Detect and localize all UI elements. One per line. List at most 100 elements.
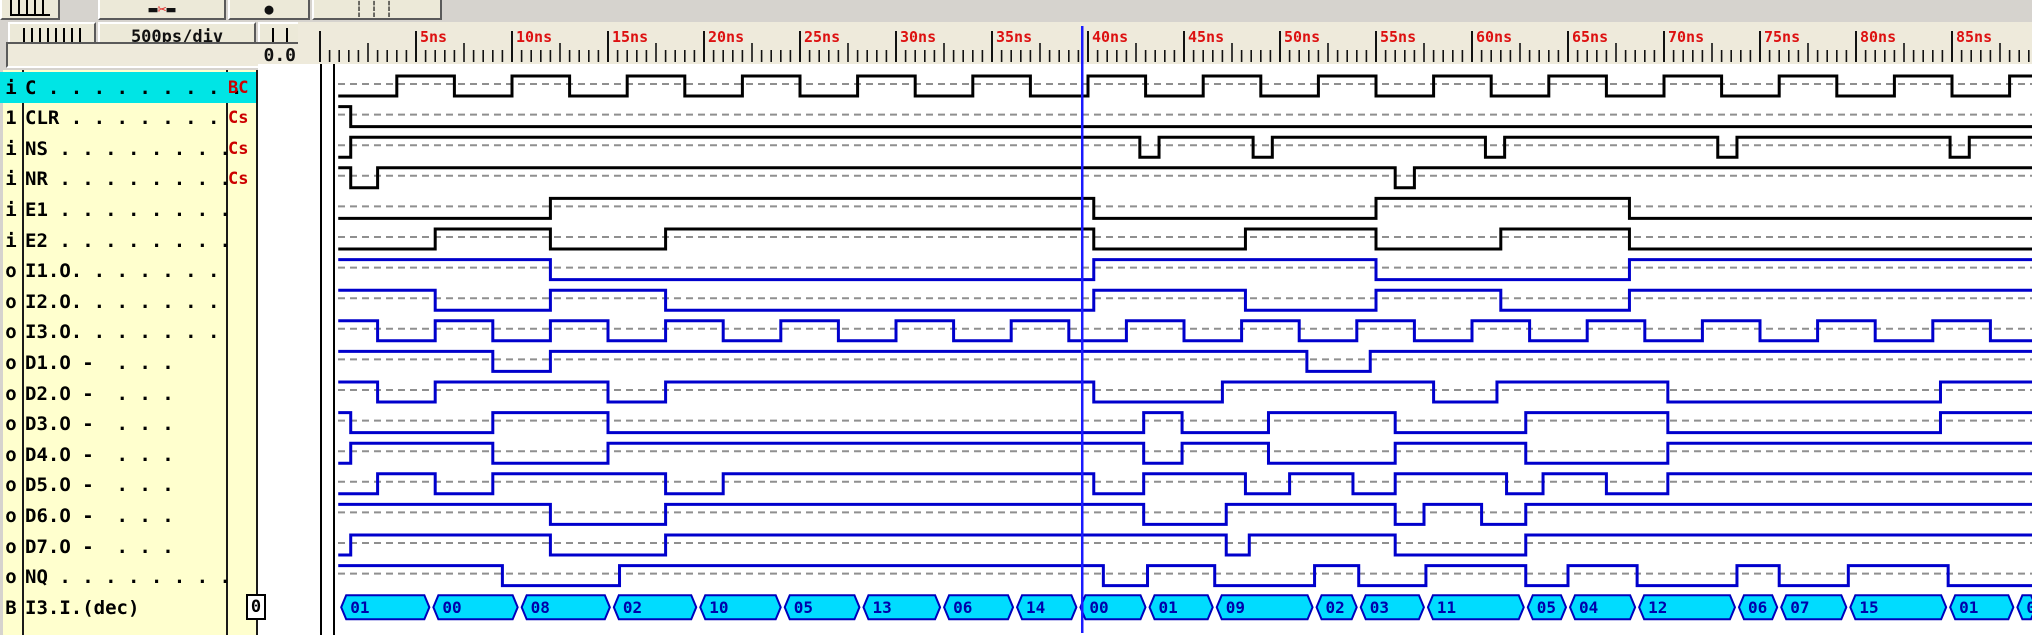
signal-row-label-i1[interactable]: o I1.O. . . . . . . (0, 256, 256, 287)
bus-segment-value: 06 (1748, 598, 1767, 617)
ruler-label: 65ns (1572, 28, 1608, 46)
signal-type-prefix: i (5, 229, 17, 252)
bus-value-segment (862, 594, 942, 621)
signal-name: E2 . . . . . . . . (25, 229, 231, 252)
ruler-label: 45ns (1188, 28, 1224, 46)
signal-row-label-d3[interactable]: o D3.O - . . . (0, 409, 256, 440)
bus-name: I3.I.(dec) (25, 596, 140, 619)
bus-row-label[interactable]: B I3.I.(dec) (0, 592, 256, 623)
bus-segment-value: 11 (1437, 598, 1456, 617)
top-toolbar-fragment: ▬ ✂ ▬ ● ┆┆┆ (0, 0, 2032, 21)
signal-row-label-ns[interactable]: i NS . . . . . . . . Cs (0, 133, 256, 164)
ruler-label: 70ns (1668, 28, 1704, 46)
signal-type-prefix: o (5, 382, 17, 405)
signal-name: I1.O. . . . . . . (25, 260, 220, 283)
signal-name: NS . . . . . . . . (25, 137, 231, 160)
waveform-trace (338, 227, 2032, 251)
scissors-red-icon[interactable]: ▬ ✂ ▬ (98, 0, 226, 20)
bus-segment-value: 01 (1959, 598, 1978, 617)
waveform-trace (338, 380, 2032, 404)
signal-value-letters: Cs (228, 108, 249, 129)
bus-value-segment (1780, 594, 1848, 621)
prefix-column-divider (22, 70, 24, 635)
waveform-trace (338, 258, 2032, 282)
signal-type-prefix: o (5, 504, 17, 527)
bus-segment-value: 04 (1579, 598, 1598, 617)
signal-row-label-d7[interactable]: o D7.O - . . . (0, 531, 256, 562)
signal-type-prefix: o (5, 290, 17, 313)
ruler-label: 85ns (1956, 28, 1992, 46)
waveform-trace (338, 441, 2032, 465)
signal-type-prefix: 1 (5, 107, 17, 130)
bus-segment-value: 05 (1537, 598, 1556, 617)
waveform-trace (338, 411, 2032, 435)
signal-row-label-d5[interactable]: o D5.O - . . . (0, 470, 256, 501)
signal-names-panel[interactable] (3, 70, 258, 635)
sparse-ticks-icon[interactable]: ┆┆┆ (312, 0, 442, 20)
signal-row-label-nr[interactable]: i NR . . . . . . . . Cs (0, 164, 256, 195)
ruler-label: 30ns (900, 28, 936, 46)
waveform-trace (338, 135, 2032, 159)
signal-name: D3.O - . . . (25, 413, 174, 436)
ruler-label: 25ns (804, 28, 840, 46)
ruler-label: 15ns (612, 28, 648, 46)
signal-row-label-d4[interactable]: o D4.O - . . . (0, 439, 256, 470)
signal-type-prefix: o (5, 474, 17, 497)
bus-value-segment (1148, 594, 1214, 621)
bus-value-segment (612, 594, 698, 621)
bus-value-segment (432, 594, 519, 621)
signal-value-letters: Cs (228, 138, 249, 159)
time-readout-field[interactable]: 0.0 (6, 42, 308, 68)
signal-type-prefix: o (5, 321, 17, 344)
signal-name: CLR . . . . . . . (25, 107, 220, 130)
bus-value-segment (699, 594, 782, 621)
ruler-label: 10ns (516, 28, 552, 46)
bus-value-segment (783, 594, 861, 621)
waveform-trace (338, 564, 2032, 588)
signal-row-label-d1[interactable]: o D1.O - . . . (0, 347, 256, 378)
dense-ticks-icon[interactable] (0, 0, 60, 20)
bus-segment-value: 12 (1648, 598, 1667, 617)
signal-type-prefix: B (5, 596, 17, 619)
waveform-trace (338, 166, 2032, 190)
waveform-trace (338, 349, 2032, 373)
bus-value-segment (1568, 594, 1637, 621)
signal-name: E1 . . . . . . . . (25, 198, 231, 221)
bus-value-segment (1215, 594, 1314, 621)
bus-segment-value: 13 (872, 598, 891, 617)
waveform-area[interactable] (258, 64, 2032, 635)
signal-name: D5.O - . . . (25, 474, 174, 497)
bus-value-segment (1015, 594, 1078, 621)
signal-row-label-d2[interactable]: o D2.O - . . . (0, 378, 256, 409)
time-readout-value: 0.0 (263, 44, 296, 66)
bus-segment-value: 03 (1370, 598, 1389, 617)
bus-value-segment (1849, 594, 1948, 621)
signal-type-prefix: i (5, 168, 17, 191)
signal-row-label-i2[interactable]: o I2.O. . . . . . . (0, 286, 256, 317)
signal-row-label-nq[interactable]: o NQ . . . . . . . . (0, 562, 256, 593)
signal-type-prefix: o (5, 535, 17, 558)
signal-row-label-d6[interactable]: o D6.O - . . . (0, 500, 256, 531)
signal-name: NR . . . . . . . . (25, 168, 231, 191)
ruler-label: 5ns (420, 28, 447, 46)
signal-type-prefix: i (5, 137, 17, 160)
signal-row-label-i3[interactable]: o I3.O. . . . . . . (0, 317, 256, 348)
signal-type-prefix: o (5, 413, 17, 436)
signal-row-label-clr[interactable]: 1 CLR . . . . . . . Cs (0, 103, 256, 134)
bus-value-segment (1638, 594, 1737, 621)
signal-row-label-c[interactable]: i C . . . . . . . . . BC (0, 72, 256, 103)
waveform-trace (338, 472, 2032, 496)
signal-name: D6.O - . . . (25, 504, 174, 527)
bus-segment-value: 00 (1089, 598, 1108, 617)
bus-segment-value: 09 (2026, 598, 2032, 617)
dot-icon[interactable]: ● (228, 0, 310, 20)
waveform-trace (338, 196, 2032, 220)
bus-value-segment (2016, 594, 2032, 621)
signal-name: I2.O. . . . . . . (25, 290, 220, 313)
signal-row-label-e2[interactable]: i E2 . . . . . . . . (0, 225, 256, 256)
ruler-label: 50ns (1284, 28, 1320, 46)
signal-row-label-e1[interactable]: i E1 . . . . . . . . (0, 194, 256, 225)
bus-value-segment (520, 594, 611, 621)
